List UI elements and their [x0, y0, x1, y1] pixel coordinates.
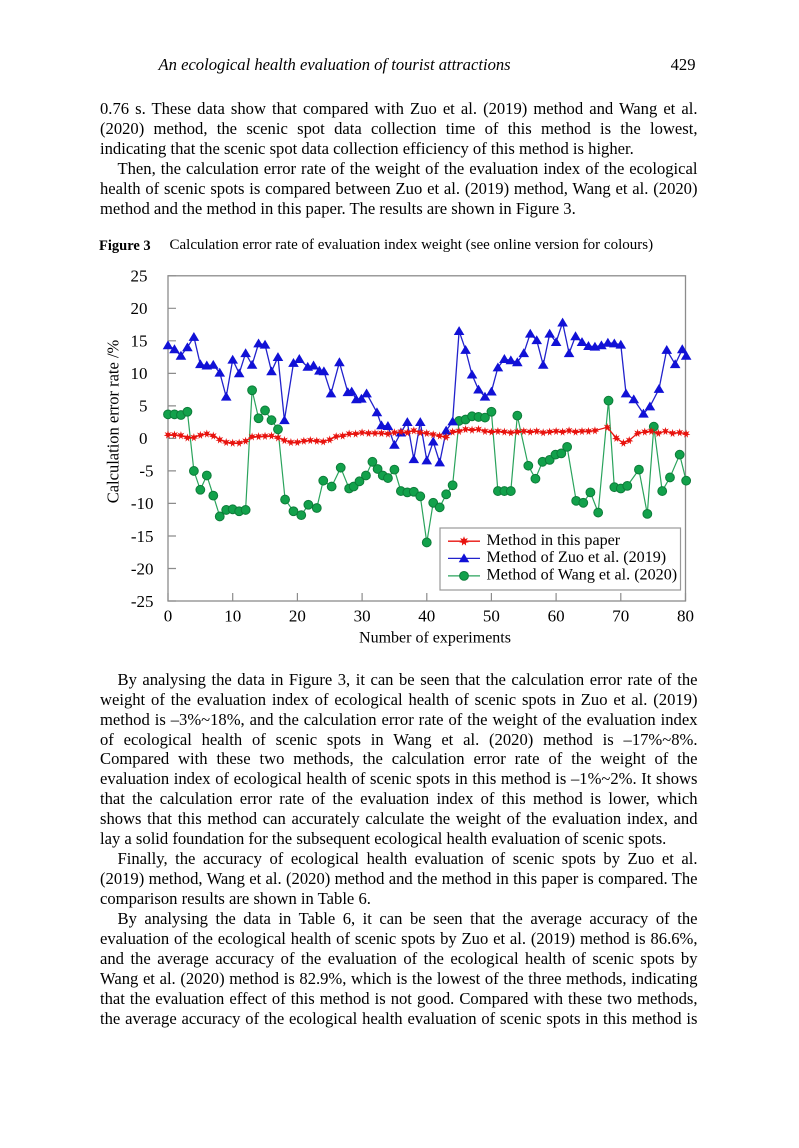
svg-text:20: 20 — [289, 607, 306, 626]
svg-text:70: 70 — [612, 607, 629, 626]
svg-text:80: 80 — [677, 607, 694, 626]
svg-text:50: 50 — [483, 607, 500, 626]
svg-text:0: 0 — [164, 607, 173, 626]
svg-text:-15: -15 — [131, 527, 154, 546]
svg-text:10: 10 — [131, 364, 148, 383]
svg-text:15: 15 — [131, 332, 148, 351]
svg-text:0: 0 — [139, 429, 148, 448]
svg-text:Number of experiments: Number of experiments — [359, 630, 511, 647]
svg-text:60: 60 — [548, 607, 565, 626]
svg-text:20: 20 — [131, 299, 148, 318]
svg-text:30: 30 — [354, 607, 371, 626]
svg-text:-20: -20 — [131, 559, 154, 578]
svg-text:40: 40 — [418, 607, 435, 626]
svg-text:Method of Zuo et al. (2019): Method of Zuo et al. (2019) — [487, 549, 667, 566]
svg-text:-5: -5 — [139, 462, 153, 481]
svg-text:5: 5 — [139, 397, 148, 416]
svg-text:10: 10 — [224, 607, 241, 626]
svg-text:Method of Wang et al. (2020): Method of Wang et al. (2020) — [487, 567, 678, 584]
svg-text:Calculation error rate /%: Calculation error rate /% — [104, 339, 123, 503]
svg-text:-25: -25 — [131, 592, 154, 611]
svg-text:Method in this paper: Method in this paper — [487, 532, 621, 549]
svg-text:25: 25 — [131, 267, 148, 286]
svg-text:-10: -10 — [131, 494, 154, 513]
